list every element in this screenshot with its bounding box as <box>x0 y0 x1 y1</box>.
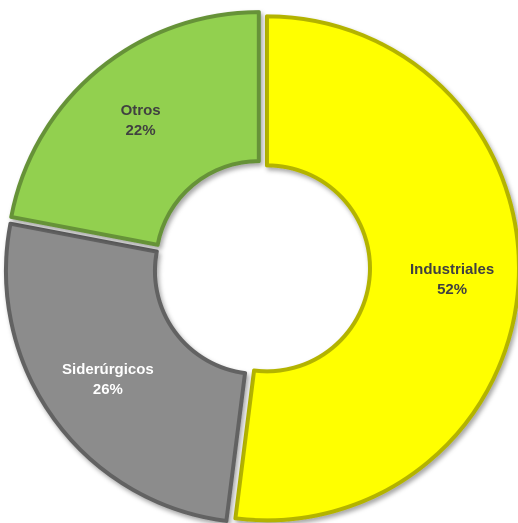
slice-category-label: Siderúrgicos <box>62 361 154 378</box>
slice-label: Industriales 52% <box>410 261 494 298</box>
labels-group: Industriales 52% Siderúrgicos 26% Otros 22% <box>62 102 494 398</box>
slice-label: Otros 22% <box>121 102 161 139</box>
slice-label: Siderúrgicos 26% <box>62 361 154 398</box>
slice-siderurgicos <box>3 221 248 523</box>
slice-otros <box>9 10 261 247</box>
slice-category-label: Industriales <box>410 261 494 278</box>
slice-percent-label: 52% <box>437 281 467 298</box>
slice-percent-label: 22% <box>126 122 156 139</box>
slices-group <box>3 10 518 523</box>
slice-industriales <box>233 14 518 523</box>
slice-category-label: Otros <box>121 102 161 119</box>
slice-percent-label: 26% <box>93 381 123 398</box>
